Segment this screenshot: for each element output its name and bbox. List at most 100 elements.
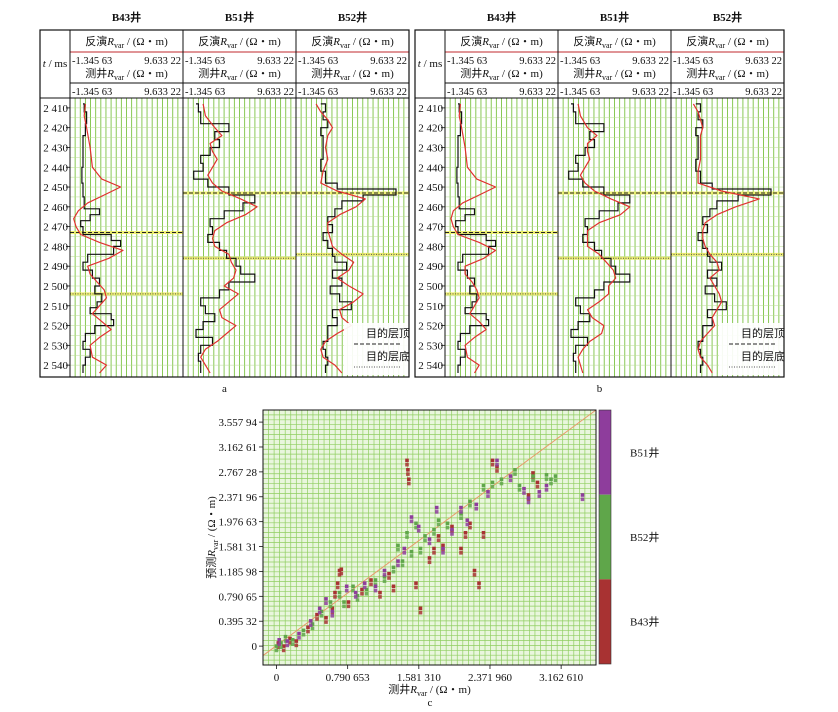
scatter-point <box>472 568 477 573</box>
scatter-point <box>396 563 400 568</box>
scatter-point <box>337 568 342 573</box>
scale-max: 9.633 22 <box>144 87 181 98</box>
depth-tick-label: 2 540 <box>43 360 68 372</box>
scatter-point <box>531 478 535 483</box>
label-symbol: R <box>206 550 218 558</box>
depth-tick-label: 2 490 <box>43 261 68 273</box>
scatter-point <box>418 610 423 615</box>
scale-max: 9.633 22 <box>632 87 669 98</box>
scatter-point <box>407 481 411 486</box>
scatter-point <box>544 488 549 492</box>
scale-max: 9.633 22 <box>370 87 407 98</box>
scatter-point <box>344 588 349 593</box>
label-subscript: var <box>715 73 726 82</box>
label-unit: / (Ω・m) <box>124 68 168 80</box>
time-symbol: t <box>43 58 47 70</box>
colorbar-label-0: B51井 <box>630 445 659 459</box>
scatter-point <box>387 576 391 580</box>
depth-tick-label: 2 510 <box>418 301 443 313</box>
scatter-point <box>364 591 369 596</box>
track-grid-1 <box>558 98 671 377</box>
scale-min: -1.345 63 <box>185 56 225 67</box>
legend-top-label: 目的层顶 <box>741 326 785 340</box>
scatter-point <box>301 628 306 633</box>
scatter-point <box>549 477 553 482</box>
label-subscript: var <box>417 689 428 698</box>
scatter-point <box>481 488 486 492</box>
label-prefix: 测井 <box>686 66 708 80</box>
panel-borders <box>414 29 785 378</box>
scatter-point <box>468 525 472 530</box>
scatter-point <box>324 601 328 605</box>
scatter-point <box>465 518 470 522</box>
measured-curve-0 <box>455 103 497 373</box>
scatter-point <box>522 491 526 495</box>
scatter-point <box>553 474 558 478</box>
scatter-point <box>306 629 310 634</box>
scale-min: -1.345 63 <box>447 56 487 67</box>
y-tick-label: 3.557 94 <box>219 417 258 429</box>
scatter-point <box>445 521 450 526</box>
scatter-point <box>450 532 454 536</box>
depth-tick-label: 2 540 <box>418 360 443 372</box>
scatter-point <box>301 632 306 637</box>
scatter-point <box>441 546 445 551</box>
label-symbol: R <box>332 68 340 80</box>
scale-max: 9.633 22 <box>144 56 181 67</box>
label-prefix: 预测 <box>205 557 218 579</box>
scatter-point <box>526 496 531 500</box>
label-prefix: 反演 <box>573 34 595 48</box>
scale-min: -1.345 63 <box>72 87 112 98</box>
inverted-curve-label: 反演Rvar / (Ω・m) <box>85 34 168 50</box>
label-subscript: var <box>340 41 351 50</box>
scatter-point <box>391 584 396 589</box>
plot-frame <box>262 409 597 666</box>
scatter-point <box>513 472 517 476</box>
scatter-point <box>418 551 423 555</box>
depth-tick-label: 2 410 <box>43 103 68 115</box>
scatter-point <box>382 573 387 577</box>
track-grid-0 <box>70 98 183 377</box>
label-subscript: var <box>227 73 238 82</box>
label-prefix: 测井 <box>573 66 595 80</box>
scatter-point <box>337 595 342 599</box>
scale-max: 9.633 22 <box>632 56 669 67</box>
scatter-point <box>353 590 358 595</box>
inverted-curve-label: 反演Rvar / (Ω・m) <box>460 34 543 50</box>
label-symbol: R <box>707 68 715 80</box>
scatter-point <box>436 518 441 522</box>
scatter-point <box>423 538 427 543</box>
label-symbol: R <box>594 68 602 80</box>
panel-caption: a <box>222 383 227 395</box>
scatter-point <box>549 481 553 486</box>
scatter-point <box>459 516 463 520</box>
scatter-point <box>290 642 295 646</box>
inverted-curve-2 <box>692 103 760 374</box>
panel-borders <box>39 29 410 378</box>
scatter-point <box>391 588 396 593</box>
depth-tick-label: 2 480 <box>418 241 443 253</box>
depth-tick-label: 2 500 <box>43 281 68 293</box>
y-tick-label: 1.976 63 <box>219 517 258 529</box>
panel-caption: c <box>428 697 433 709</box>
well-name-0: B43井 <box>112 10 141 24</box>
measured-curve-label: 测井Rvar / (Ω・m) <box>311 66 394 82</box>
scatter-point <box>463 535 468 539</box>
scatter-point <box>364 587 369 592</box>
scatter-point <box>508 474 513 478</box>
scatter-point <box>423 534 427 538</box>
well-name-1: B51井 <box>600 10 629 24</box>
scale-min: -1.345 63 <box>560 56 600 67</box>
time-axis-label: t / ms <box>418 58 442 70</box>
colorbar-segment-2 <box>599 579 611 664</box>
label-subscript: var <box>602 73 613 82</box>
label-prefix: 测井 <box>198 66 220 80</box>
scatter-point <box>277 638 281 642</box>
scatter-point <box>324 597 328 601</box>
scatter-point <box>281 644 286 648</box>
scatter-point <box>490 480 495 485</box>
scatter-point <box>459 551 463 555</box>
label-subscript: var <box>340 73 351 82</box>
label-prefix: 测井 <box>85 66 107 80</box>
scatter-point <box>310 626 315 631</box>
